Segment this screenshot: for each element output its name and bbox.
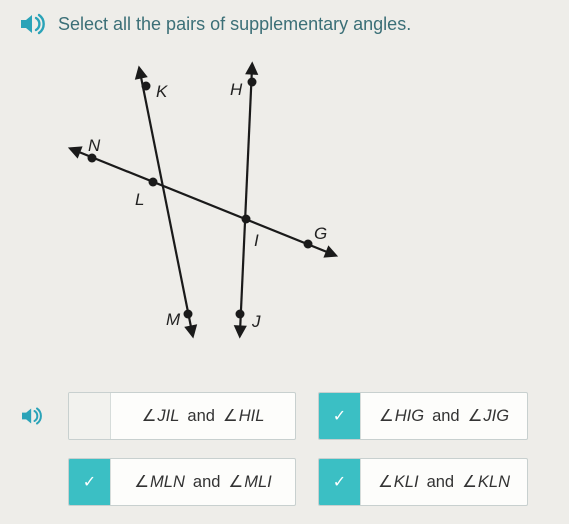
answer-options: ✓ ∠JIL and ∠HIL ✓ ∠HIG and ∠JIG ✓ ∠MLN a… [0, 374, 569, 524]
checkbox[interactable]: ✓ [69, 459, 111, 505]
speaker-icon[interactable] [18, 12, 48, 36]
geometry-diagram: K H N L I G M J [40, 54, 360, 354]
check-icon: ✓ [333, 406, 346, 426]
question-header: Select all the pairs of supplementary an… [0, 0, 569, 44]
point-label-k: K [156, 82, 167, 102]
checkbox[interactable]: ✓ [319, 393, 361, 439]
option-label: ∠JIL and ∠HIL [111, 393, 295, 439]
point-label-m: M [166, 310, 180, 330]
checkbox[interactable]: ✓ [69, 393, 111, 439]
speaker-icon-small[interactable] [18, 406, 46, 426]
option-row-1: ✓ ∠JIL and ∠HIL ✓ ∠HIG and ∠JIG [18, 392, 551, 440]
checkbox[interactable]: ✓ [319, 459, 361, 505]
point-label-i: I [254, 231, 259, 251]
point-label-l: L [135, 190, 144, 210]
point-label-g: G [314, 224, 327, 244]
option-mln-mli[interactable]: ✓ ∠MLN and ∠MLI [68, 458, 296, 506]
check-icon: ✓ [333, 472, 346, 492]
option-label: ∠MLN and ∠MLI [111, 459, 295, 505]
option-hig-jig[interactable]: ✓ ∠HIG and ∠JIG [318, 392, 528, 440]
option-label: ∠KLI and ∠KLN [361, 459, 527, 505]
point-label-h: H [230, 80, 242, 100]
option-kli-kln[interactable]: ✓ ∠KLI and ∠KLN [318, 458, 528, 506]
point-label-j: J [252, 312, 261, 332]
option-label: ∠HIG and ∠JIG [361, 393, 527, 439]
question-text: Select all the pairs of supplementary an… [58, 14, 411, 35]
point-label-n: N [88, 136, 100, 156]
option-row-2: ✓ ∠MLN and ∠MLI ✓ ∠KLI and ∠KLN [18, 458, 551, 506]
check-icon: ✓ [83, 472, 96, 492]
option-jil-hil[interactable]: ✓ ∠JIL and ∠HIL [68, 392, 296, 440]
